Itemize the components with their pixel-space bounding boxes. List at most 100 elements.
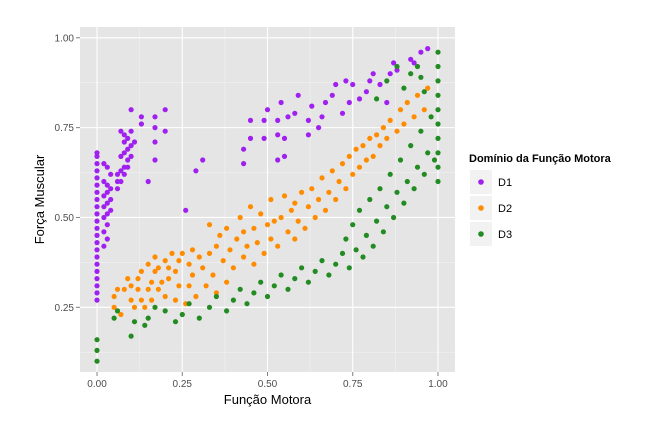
data-point — [397, 107, 404, 113]
data-point — [128, 283, 134, 289]
data-point — [101, 214, 107, 221]
data-point — [295, 218, 301, 224]
data-point — [101, 161, 107, 167]
data-point — [94, 283, 100, 289]
data-point — [189, 247, 196, 253]
data-point — [131, 304, 138, 310]
data-point — [94, 225, 100, 231]
data-point — [94, 175, 100, 181]
data-point — [414, 63, 421, 70]
data-point — [336, 178, 342, 185]
data-point — [425, 150, 431, 156]
data-point — [305, 117, 311, 123]
data-point — [391, 214, 397, 221]
data-point — [183, 207, 189, 213]
data-point — [152, 157, 158, 163]
data-point — [356, 207, 363, 213]
data-point — [343, 236, 349, 242]
data-point — [387, 71, 393, 77]
data-point — [350, 222, 356, 228]
data-point — [418, 74, 424, 80]
data-point — [94, 161, 100, 167]
data-point — [435, 78, 441, 84]
data-point — [104, 211, 110, 217]
data-point — [377, 186, 383, 192]
legend: Domínio da Função Motora D1 D2 D3 — [469, 153, 612, 246]
data-point — [275, 157, 281, 163]
series-d3 — [94, 49, 441, 364]
data-point — [94, 211, 100, 217]
data-point — [230, 297, 236, 303]
data-point — [425, 85, 431, 91]
data-point — [118, 168, 124, 174]
data-point — [94, 218, 100, 224]
data-point — [261, 135, 267, 141]
data-point — [206, 304, 213, 310]
legend-label: D3 — [498, 229, 512, 241]
data-point — [162, 107, 168, 113]
data-point — [121, 139, 127, 145]
axis-ticks: 0.00 0.25 0.50 0.75 1.00 0.25 0.50 0.75 1.00 — [55, 33, 449, 390]
data-point — [128, 333, 134, 339]
data-point — [155, 265, 161, 271]
data-point — [121, 132, 127, 138]
data-point — [145, 286, 151, 292]
data-point — [350, 171, 356, 177]
data-point — [128, 153, 134, 159]
data-point — [118, 178, 124, 185]
data-point — [421, 107, 427, 113]
data-point — [380, 229, 386, 235]
data-point — [138, 114, 144, 120]
data-point — [394, 189, 400, 195]
data-point — [384, 135, 390, 141]
data-point — [94, 189, 100, 195]
data-point — [169, 250, 175, 256]
data-point — [278, 99, 284, 106]
data-point — [312, 214, 318, 221]
data-point — [125, 135, 131, 141]
data-point — [268, 196, 274, 203]
data-point — [435, 92, 441, 98]
data-point — [275, 243, 281, 249]
data-point — [316, 125, 322, 131]
data-point — [292, 276, 298, 282]
x-tick-label: 0.00 — [87, 379, 107, 390]
data-point — [104, 236, 110, 242]
data-point — [94, 240, 100, 246]
data-point — [268, 236, 274, 242]
data-point — [152, 304, 158, 310]
data-point — [213, 290, 219, 296]
data-point — [346, 99, 352, 106]
data-point — [360, 143, 366, 149]
data-point — [264, 293, 271, 300]
data-point — [176, 258, 182, 264]
data-point — [305, 204, 311, 210]
data-point — [258, 211, 264, 217]
legend-item-d3: D3 — [470, 222, 512, 246]
data-point — [101, 204, 107, 210]
data-point — [125, 146, 131, 152]
legend-key-dot — [478, 231, 484, 237]
data-point — [145, 315, 151, 321]
data-point — [176, 283, 182, 289]
data-point — [370, 243, 376, 249]
data-point — [142, 304, 148, 310]
data-point — [121, 286, 127, 292]
data-point — [128, 297, 134, 303]
data-point — [247, 204, 254, 210]
data-point — [244, 301, 250, 307]
data-point — [213, 243, 219, 249]
data-point — [421, 171, 427, 177]
data-point — [118, 128, 124, 134]
data-point — [295, 92, 301, 98]
data-point — [339, 250, 346, 256]
data-point — [196, 254, 202, 260]
data-point — [254, 240, 260, 246]
data-point — [128, 143, 134, 149]
data-point — [159, 279, 165, 285]
data-point — [292, 110, 298, 116]
data-point — [281, 135, 288, 141]
data-point — [333, 196, 339, 203]
x-axis-title: Função Motora — [224, 392, 312, 407]
data-point — [101, 229, 107, 235]
